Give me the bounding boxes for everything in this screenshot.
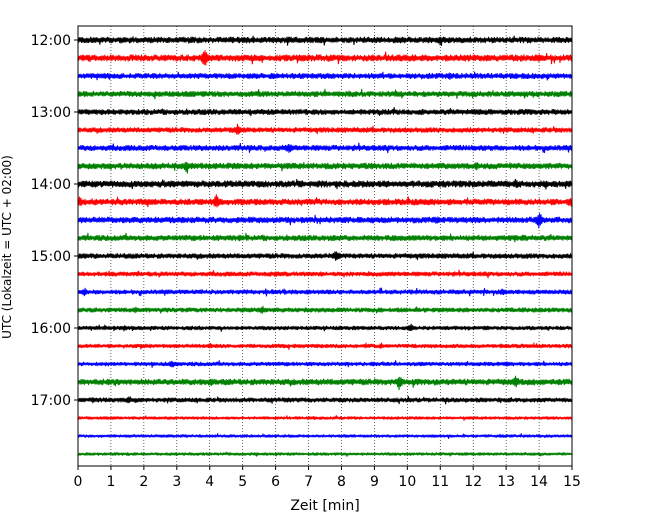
y-tick-label: 16:00: [31, 321, 71, 337]
x-tick-label: 15: [563, 474, 581, 490]
seismogram-trace-1330: [77, 142, 573, 154]
seismogram-trace-1615: [77, 342, 573, 350]
plot-area-background: [78, 26, 572, 466]
y-tick-label: 13:00: [31, 105, 71, 121]
x-tick-label: 1: [106, 474, 115, 490]
y-axis-title: UTC (Lokalzeit = UTC + 02:00): [0, 155, 14, 339]
seismogram-trace-1700: [77, 395, 573, 405]
seismogram-trace-1645: [77, 375, 573, 391]
seismogram-trace-1715: [77, 415, 573, 421]
seismogram-trace-1415: [77, 194, 573, 208]
x-tick-label: 4: [205, 474, 214, 490]
x-tick-label: 9: [370, 474, 379, 490]
seismogram-trace-1215: [77, 49, 573, 66]
grid-lines: [110, 26, 540, 466]
seismogram-trace-1400: [77, 178, 573, 190]
x-tick-label: 10: [398, 474, 416, 490]
x-axis-title: Zeit [min]: [290, 498, 359, 514]
x-tick-label: 7: [304, 474, 313, 490]
y-tick-label: 14:00: [31, 177, 71, 193]
seismogram-trace-1745: [77, 451, 573, 457]
seismogram-trace-1515: [77, 269, 573, 279]
y-tick-label: 15:00: [31, 249, 71, 265]
seismogram-trace-1345: [77, 161, 573, 174]
y-axis-ticks: 12:00 13:00 14:00 15:00 16:00 17:00: [31, 33, 78, 409]
y-tick-label: 12:00: [31, 33, 71, 49]
x-tick-label: 3: [172, 474, 181, 490]
seismogram-trace-1200: [77, 35, 573, 47]
x-tick-label: 6: [271, 474, 280, 490]
seismogram-trace-1230: [77, 71, 573, 81]
seismogram-trace-1300: [77, 107, 573, 117]
x-tick-label: 0: [74, 474, 83, 490]
seismogram-trace-1445: [77, 232, 573, 243]
seismogram-trace-1530: [77, 287, 573, 297]
x-axis-ticks: 0 1 2 3 4 5 6 7 8 9 10 11 12 13 14 15: [74, 466, 581, 490]
seismogram-trace-1630: [77, 360, 573, 368]
seismogram-trace-1245: [77, 88, 573, 100]
seismogram-trace-1315: [77, 123, 573, 135]
plot-frame: [77, 25, 573, 467]
seismogram-trace-1500: [77, 251, 573, 261]
x-tick-label: 2: [139, 474, 148, 490]
x-tick-label: 11: [431, 474, 449, 490]
x-tick-label: 13: [497, 474, 515, 490]
y-tick-label: 17:00: [31, 393, 71, 409]
x-tick-label: 5: [238, 474, 247, 490]
x-tick-label: 12: [464, 474, 482, 490]
seismogram-traces: [77, 35, 573, 457]
seismogram-trace-1545: [77, 305, 573, 314]
seismogram-trace-1730: [77, 433, 573, 439]
seismogram-trace-1430: [77, 213, 573, 229]
seismogram-trace-1600: [77, 323, 573, 332]
x-tick-label: 8: [337, 474, 346, 490]
x-tick-label: 14: [530, 474, 548, 490]
